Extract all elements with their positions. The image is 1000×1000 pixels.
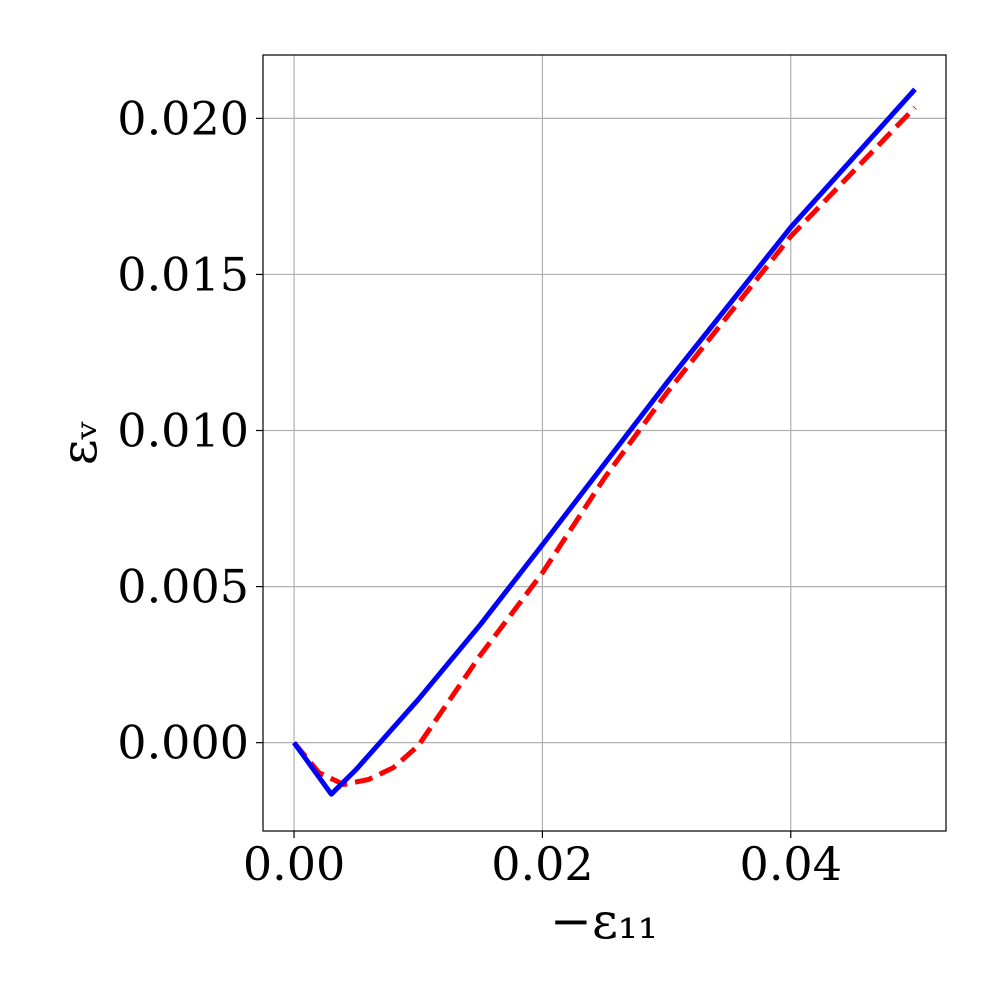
x-tick-label: 0.04 bbox=[740, 837, 842, 891]
y-tick-label: 0.015 bbox=[117, 247, 249, 301]
x-tick-label: 0.00 bbox=[243, 837, 345, 891]
data-line bbox=[292, 87, 917, 797]
x-tick-label: 0.02 bbox=[491, 837, 593, 891]
y-tick-label: 0.000 bbox=[117, 716, 249, 770]
y-axis-label: εᵥ bbox=[50, 421, 108, 466]
y-tick-label: 0.020 bbox=[117, 91, 249, 145]
y-tick-label: 0.005 bbox=[117, 560, 249, 614]
plot-frame bbox=[262, 54, 947, 832]
y-tick-label: 0.010 bbox=[117, 404, 249, 458]
data-line bbox=[292, 105, 917, 787]
x-axis-label: −ε₁₁ bbox=[550, 892, 658, 950]
